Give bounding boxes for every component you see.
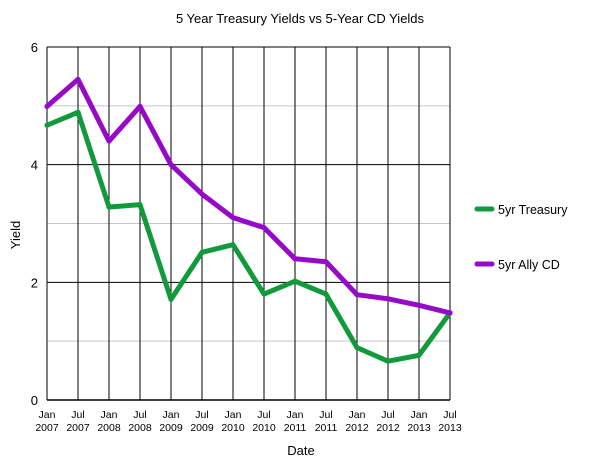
data-point [230,215,236,221]
y-tick-label: 2 [31,275,38,290]
y-axis-ticks: 0 2 4 6 [31,40,38,408]
chart-title: 5 Year Treasury Yields vs 5-Year CD Yiel… [176,11,425,26]
x-tick-label: Jan 2013 [407,409,431,434]
data-point [44,103,50,109]
y-tick-label: 6 [31,40,38,55]
data-point [230,242,236,248]
data-point [106,138,112,144]
x-tick-label: Jan 2010 [221,409,245,434]
data-point [137,202,143,208]
x-tick-label: Jul 2007 [66,409,90,434]
y-tick-label: 0 [31,393,38,408]
data-point [416,352,422,358]
data-point [199,249,205,255]
x-tick-label: Jul 2009 [190,409,214,434]
data-point [75,76,81,82]
data-point [323,291,329,297]
x-tick-label: Jul 2011 [315,409,338,434]
data-point [292,278,298,284]
data-point [323,259,329,265]
data-point [447,310,453,316]
x-tick-label: Jan 2007 [35,409,59,434]
x-tick-label: Jul 2010 [252,409,276,434]
x-axis-ticks: Jan 2007 Jul 2007 Jan 2008 Jul 2008 Jan 2009 Jul 20… [35,409,462,434]
x-tick-label: Jan 2011 [284,409,307,434]
data-point [75,109,81,115]
data-point [292,256,298,262]
x-tick-label: Jan 2008 [97,409,121,434]
data-point [385,296,391,302]
data-point [354,292,360,298]
y-axis-title: Yield [8,221,23,249]
legend-label: 5yr Treasury [498,203,568,217]
x-axis-title: Date [287,443,314,458]
chart-series [44,76,453,364]
data-point [199,191,205,197]
chart-legend: 5yr Treasury 5yr Ally CD [474,203,568,272]
data-point [168,296,174,302]
legend-label: 5yr Ally CD [498,258,560,272]
data-point [137,103,143,109]
series-line-ally-cd [44,76,453,316]
data-point [261,225,267,231]
x-tick-label: Jan 2009 [159,409,183,434]
data-point [261,291,267,297]
data-point [385,358,391,364]
data-point [168,162,174,168]
x-tick-label: Jul 2012 [376,409,400,434]
y-tick-label: 4 [31,158,38,173]
series-line-treasury [44,109,453,364]
data-point [106,204,112,210]
x-tick-label: Jul 2013 [438,409,462,434]
data-point [354,345,360,351]
data-point [44,122,50,128]
data-point [416,302,422,308]
x-tick-label: Jan 2012 [345,409,369,434]
x-tick-label: Jul 2008 [128,409,152,434]
